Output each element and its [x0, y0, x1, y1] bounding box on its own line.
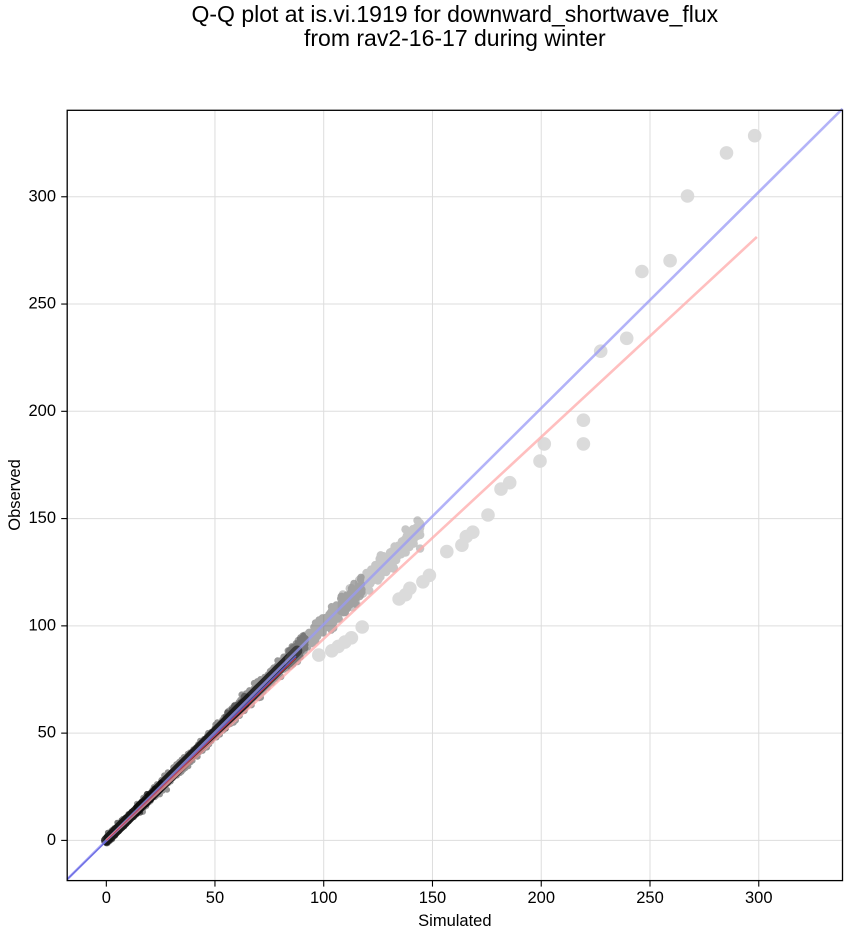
svg-text:Q-Q plot at is.vi.1919 for dow: Q-Q plot at is.vi.1919 for downward_shor…: [191, 1, 718, 27]
svg-text:50: 50: [38, 724, 56, 742]
svg-text:200: 200: [527, 889, 555, 907]
svg-text:100: 100: [28, 616, 56, 634]
svg-text:Simulated: Simulated: [418, 912, 491, 930]
svg-text:250: 250: [636, 889, 664, 907]
svg-text:100: 100: [310, 889, 338, 907]
svg-text:300: 300: [28, 187, 56, 205]
svg-text:0: 0: [102, 889, 111, 907]
svg-text:200: 200: [28, 402, 56, 420]
svg-text:250: 250: [28, 295, 56, 313]
svg-text:Observed: Observed: [6, 459, 24, 531]
svg-text:150: 150: [28, 509, 56, 527]
svg-text:0: 0: [47, 831, 56, 849]
svg-text:from rav2-16-17 during winter: from rav2-16-17 during winter: [304, 25, 606, 51]
svg-text:150: 150: [419, 889, 447, 907]
svg-text:50: 50: [206, 889, 224, 907]
svg-text:300: 300: [745, 889, 773, 907]
